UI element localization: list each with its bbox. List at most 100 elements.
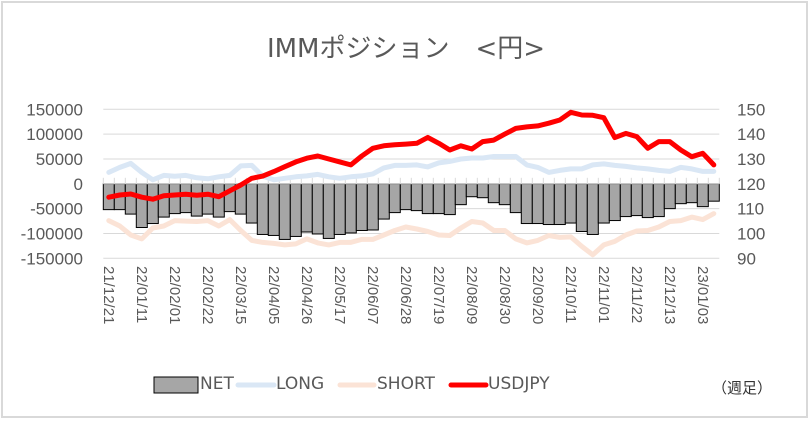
y-left-tick-label: -150000 [21, 249, 83, 268]
y-right-tick-label: 90 [737, 249, 756, 268]
net-bar [201, 183, 214, 215]
x-tick-label: 22/11/01 [595, 266, 612, 323]
net-bar [256, 183, 269, 235]
net-bar [168, 183, 181, 215]
net-bar [487, 183, 500, 204]
x-tick-label: 22/02/01 [166, 266, 183, 324]
y-right-tick-label: 140 [737, 125, 765, 144]
x-tick-label: 22/06/28 [397, 266, 414, 324]
x-tick-label: 22/04/26 [298, 266, 315, 324]
net-bar [289, 183, 302, 237]
y-right-tick-label: 110 [737, 200, 764, 219]
y-left-tick-label: 50000 [36, 150, 83, 169]
x-tick-label: 22/10/11 [562, 266, 579, 323]
net-bar [707, 183, 720, 202]
net-bar [608, 183, 621, 222]
y-left-tick-label: 100000 [26, 125, 83, 144]
y-right-tick-label: 100 [737, 224, 765, 243]
net-bar [322, 183, 335, 239]
net-bar [476, 183, 489, 199]
net-bar [344, 183, 357, 234]
net-bar [652, 183, 665, 218]
x-tick-label: 23/01/03 [694, 266, 711, 324]
y-right-tick-label: 130 [737, 150, 765, 169]
net-bar [190, 183, 203, 217]
x-tick-label: 22/09/20 [529, 266, 546, 324]
net-bar [355, 183, 368, 231]
net-bar [300, 183, 313, 233]
x-tick-label: 22/05/17 [331, 266, 348, 324]
net-bar [377, 183, 390, 220]
x-tick-label: 22/08/30 [496, 266, 513, 324]
net-bar [454, 183, 467, 206]
y-axis-right: 150 140 130 120 110 100 90 [737, 100, 765, 268]
net-bar [366, 183, 379, 231]
net-bar [641, 183, 654, 219]
x-tick-label: 22/03/15 [232, 266, 249, 324]
frequency-note: （週足） [712, 379, 772, 397]
net-bar [388, 183, 401, 214]
net-bar [564, 183, 577, 224]
line-long [106, 154, 717, 183]
net-bar [597, 183, 610, 224]
net-bar [630, 183, 643, 217]
net-bar [124, 183, 137, 215]
y-right-tick-label: 120 [737, 175, 765, 194]
series-lines [106, 109, 717, 258]
net-bar [586, 183, 599, 235]
legend-net-swatch [153, 376, 199, 394]
net-bar [146, 183, 159, 225]
x-tick-label: 22/01/11 [133, 266, 150, 323]
net-bar [696, 183, 709, 208]
legend-usdjpy-label: USDJPY [488, 374, 550, 394]
net-bar [685, 183, 698, 204]
net-bar [443, 183, 456, 216]
x-tick-label: 22/06/07 [364, 266, 381, 324]
line-short [106, 211, 717, 258]
net-bar [410, 183, 423, 212]
y-left-tick-label: 150000 [26, 100, 83, 119]
legend-net-label: NET [200, 374, 234, 394]
net-bar [311, 183, 324, 235]
net-bar [542, 183, 555, 226]
net-bar [399, 183, 412, 211]
net-bar [465, 183, 478, 198]
x-tick-label: 22/12/13 [661, 266, 678, 324]
x-tick-label: 22/07/19 [430, 266, 447, 324]
net-bar [553, 183, 566, 226]
net-bar [267, 183, 280, 236]
net-bar [498, 183, 511, 206]
net-bar [520, 183, 533, 225]
y-left-tick-label: -100000 [21, 224, 83, 243]
x-tick-label: 22/02/22 [199, 266, 216, 324]
net-bar [278, 183, 291, 240]
x-tick-label: 22/04/05 [265, 266, 282, 324]
net-bars [102, 183, 720, 240]
legend-short-label: SHORT [377, 374, 436, 394]
x-tick-label: 21/12/21 [100, 266, 117, 324]
x-tick-marks [102, 177, 720, 185]
net-bar [421, 183, 434, 215]
net-bar [509, 183, 522, 214]
net-bar [619, 183, 632, 218]
legend-long-label: LONG [276, 374, 324, 394]
x-axis: 21/12/21 22/01/11 22/02/01 22/02/22 22/03/15… [100, 266, 711, 324]
net-bar [135, 183, 148, 229]
net-bar [663, 183, 676, 210]
y-left-tick-label: -50000 [30, 200, 83, 219]
net-bar [674, 183, 687, 205]
line-usdjpy [106, 109, 717, 202]
x-tick-label: 22/08/09 [463, 266, 480, 324]
net-bar [432, 183, 445, 215]
net-bar [157, 183, 170, 218]
net-bar [245, 183, 258, 224]
net-bar [575, 183, 588, 232]
net-bar [531, 183, 544, 225]
x-tick-label: 22/11/22 [628, 266, 645, 323]
chart-title: IMMポジション <円> [266, 34, 546, 64]
net-bar [333, 183, 346, 235]
y-right-tick-label: 150 [737, 100, 765, 119]
legend: NET LONG SHORT USDJPY （週足） [153, 374, 772, 397]
net-bar [212, 183, 225, 218]
